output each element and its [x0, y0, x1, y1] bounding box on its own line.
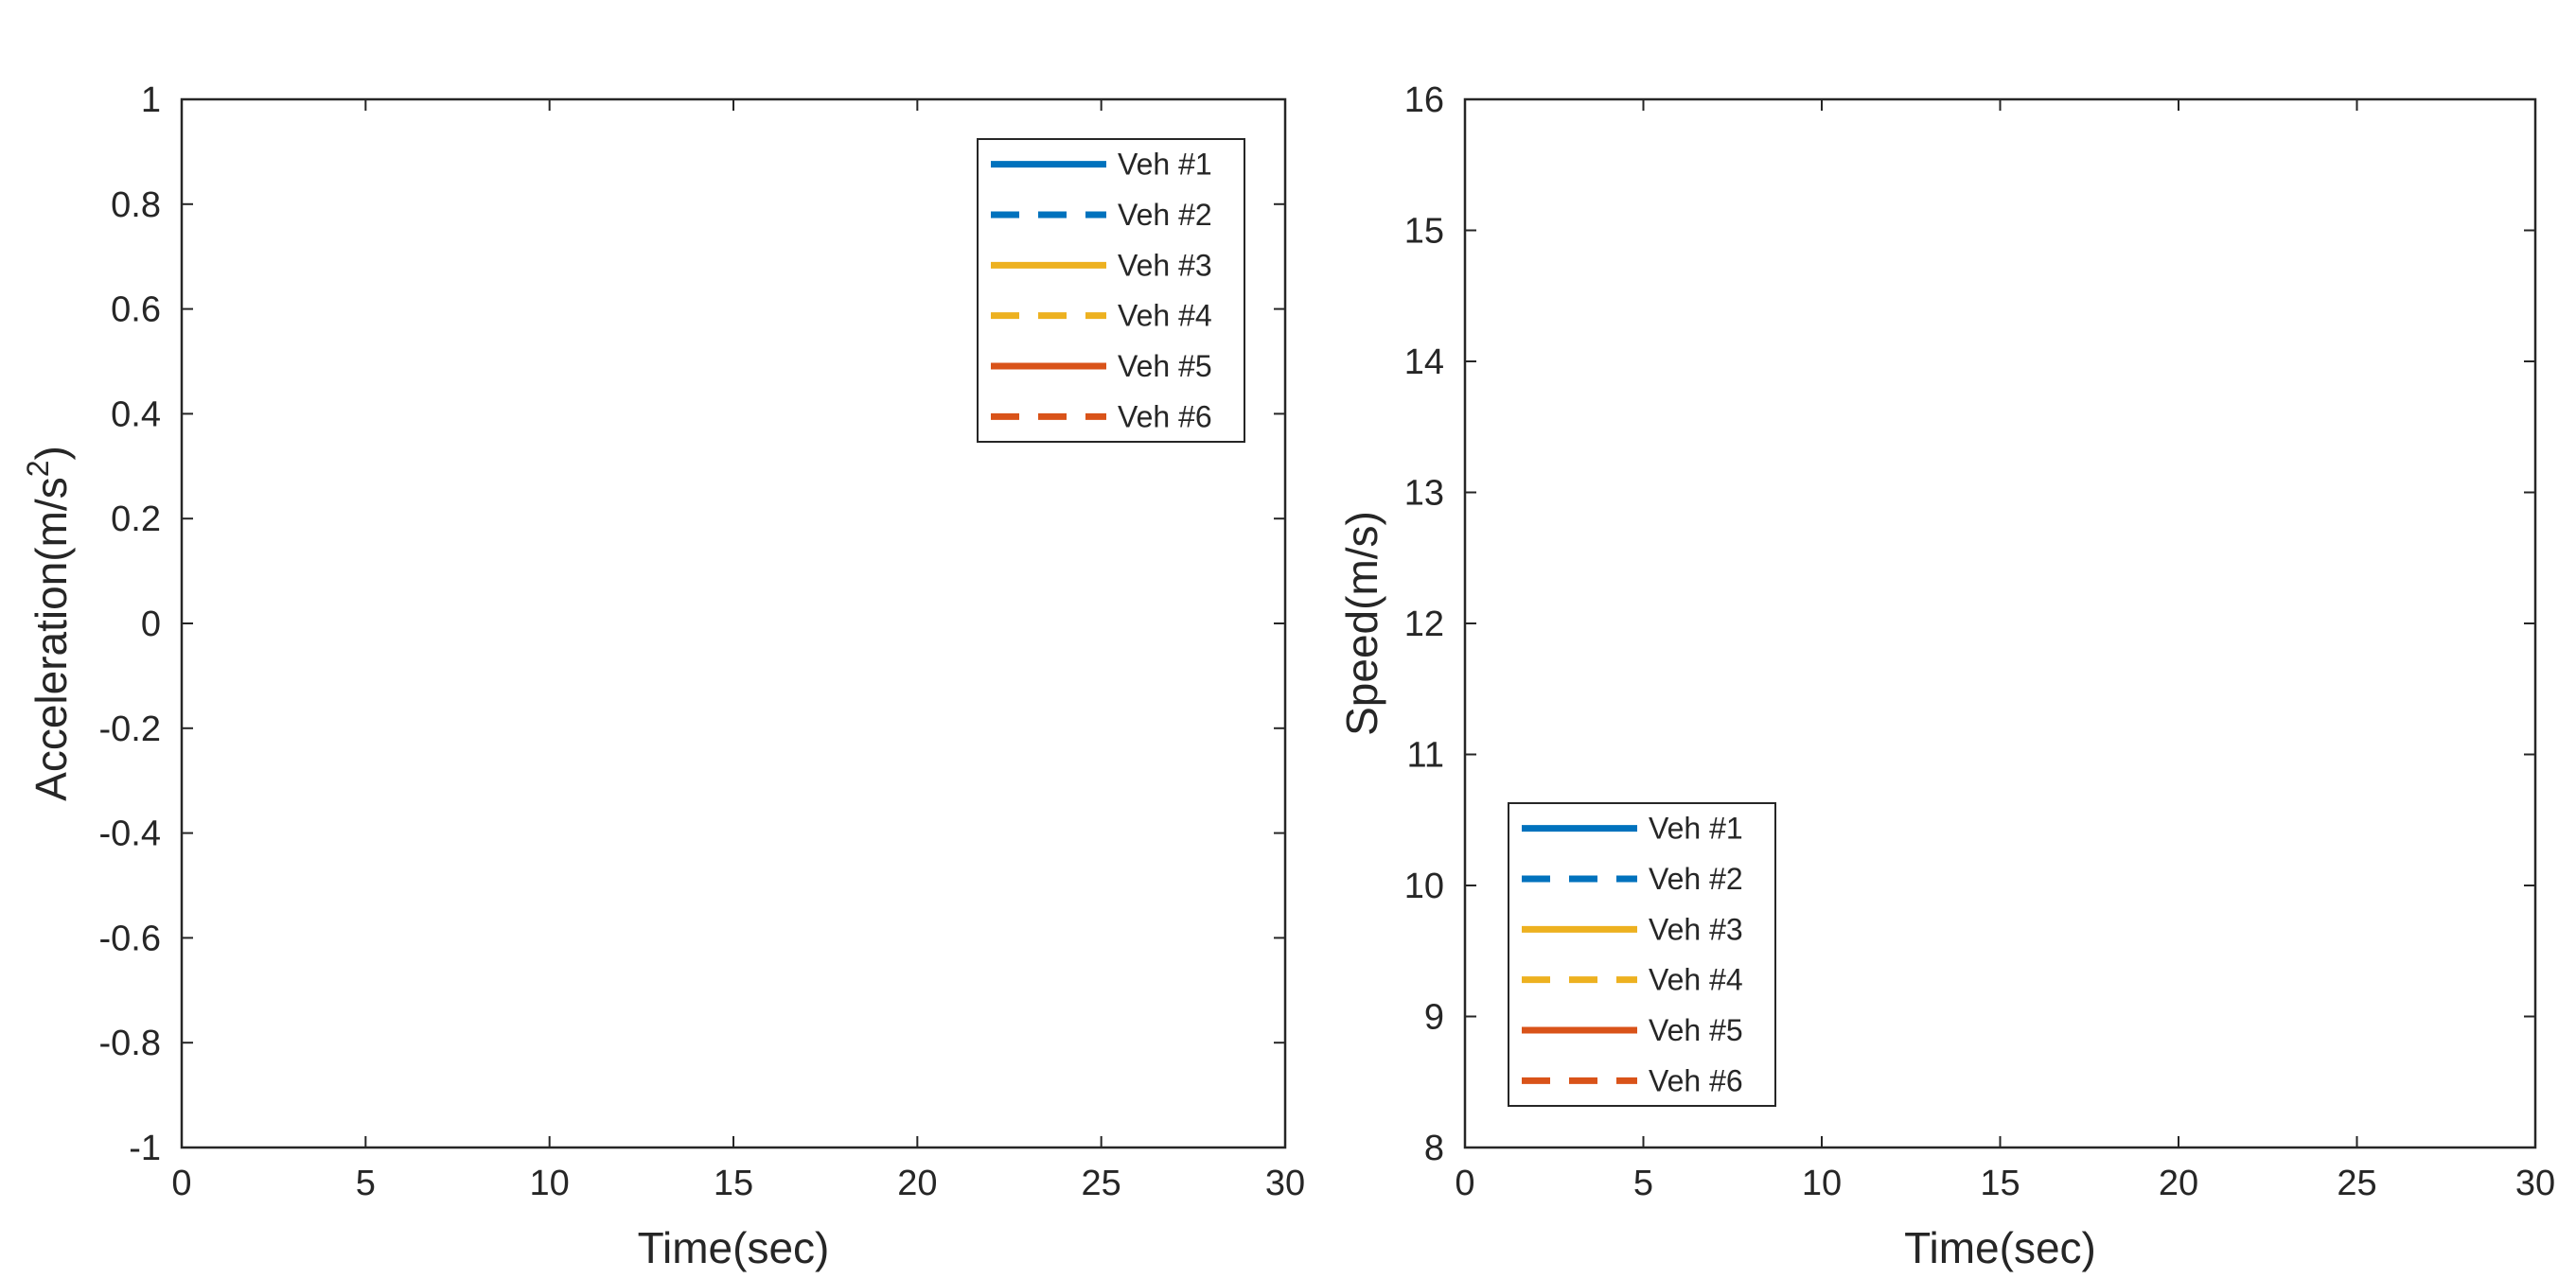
legend-label-veh-5: Veh #5: [1649, 1013, 1743, 1047]
y-tick-label: 12: [1404, 604, 1444, 644]
y-tick-label: 0: [141, 604, 161, 644]
x-tick-label: 15: [714, 1164, 753, 1203]
legend-box: [977, 138, 1245, 443]
y-tick-label: 11: [1407, 736, 1444, 776]
x-tick-label: 20: [2159, 1164, 2198, 1203]
y-tick-label: -0.4: [99, 815, 161, 854]
y-axis-label: Speed(m/s): [1337, 511, 1386, 736]
y-axis-label-superscript: 2: [21, 460, 55, 477]
x-tick-label: 0: [1455, 1164, 1474, 1203]
legend-label-veh-6: Veh #6: [1118, 399, 1212, 433]
legend-label-veh-6: Veh #6: [1649, 1063, 1743, 1097]
x-tick-label: 15: [1980, 1164, 2020, 1203]
legend-label-veh-2: Veh #2: [1649, 862, 1743, 896]
y-axis-label-suffix: ): [26, 446, 76, 460]
y-tick-label: 9: [1424, 998, 1444, 1038]
y-tick-label: -0.8: [99, 1024, 161, 1063]
legend: Veh #1 Veh #2 Veh #3 Veh #4 Veh #5 Veh #6: [977, 138, 1245, 443]
y-tick-label: 10: [1404, 867, 1444, 906]
legend-label-veh-1: Veh #1: [1649, 812, 1743, 846]
x-tick-label: 0: [171, 1164, 191, 1203]
chart-2: 0 5 10 15 20 25 30 8 9 10 11 12 13 14 15 16 Time(sec) Spe…: [1337, 80, 2555, 1272]
x-axis-label: Time(sec): [638, 1223, 830, 1272]
x-axis-label: Time(sec): [1904, 1223, 2096, 1272]
y-tick-label: -1: [129, 1129, 161, 1168]
y-tick-label: 0.2: [111, 499, 161, 539]
x-tick-label: 10: [1802, 1164, 1842, 1203]
y-tick-label: -0.6: [99, 919, 161, 958]
x-tick-label: 25: [2337, 1164, 2376, 1203]
x-tick-label: 30: [2515, 1164, 2555, 1203]
y-tick-label: 0.6: [111, 290, 161, 330]
y-tick-label: 1: [141, 80, 161, 120]
x-tick-label: 5: [356, 1164, 376, 1203]
chart-1: 0 5 10 15 20 25 30 -1 -0.8 -0.6 -0.4 -0.2 0 0.2 0.4 0.6…: [21, 80, 1305, 1272]
y-axis-label-main: Acceleration(m/s: [26, 477, 76, 801]
y-tick-label: 0.4: [111, 394, 161, 434]
y-tick-label: 13: [1404, 474, 1444, 514]
x-tick-label: 5: [1633, 1164, 1653, 1203]
ticks: 0 5 10 15 20 25 30 -1 -0.8 -0.6 -0.4 -0.2 0 0.2 0.4 0.6…: [99, 80, 1306, 1203]
y-tick-label: 8: [1424, 1129, 1444, 1168]
legend-label-veh-2: Veh #2: [1118, 198, 1212, 232]
x-tick-label: 10: [530, 1164, 570, 1203]
legend-label-veh-3: Veh #3: [1118, 248, 1212, 282]
y-tick-label: 0.8: [111, 185, 161, 225]
x-tick-label: 20: [897, 1164, 937, 1203]
legend-label-veh-1: Veh #1: [1118, 148, 1212, 182]
y-tick-label: -0.2: [99, 710, 161, 749]
y-axis-label-main: Speed(m/s): [1337, 511, 1386, 736]
x-tick-label: 25: [1082, 1164, 1121, 1203]
x-tick-label: 30: [1265, 1164, 1305, 1203]
y-axis-label: Acceleration(m/s2): [21, 446, 76, 801]
y-tick-label: 16: [1404, 80, 1444, 120]
legend-box: [1508, 802, 1776, 1107]
legend: Veh #1 Veh #2 Veh #3 Veh #4 Veh #5 Veh #6: [1508, 802, 1776, 1107]
y-tick-label: 14: [1404, 342, 1444, 382]
legend-label-veh-4: Veh #4: [1649, 963, 1743, 997]
legend-label-veh-3: Veh #3: [1649, 912, 1743, 946]
legend-label-veh-4: Veh #4: [1118, 299, 1212, 333]
legend-label-veh-5: Veh #5: [1118, 349, 1212, 383]
y-tick-label: 15: [1404, 212, 1444, 252]
ticks: 0 5 10 15 20 25 30 8 9 10 11 12 13 14 15 16: [1404, 80, 2555, 1203]
